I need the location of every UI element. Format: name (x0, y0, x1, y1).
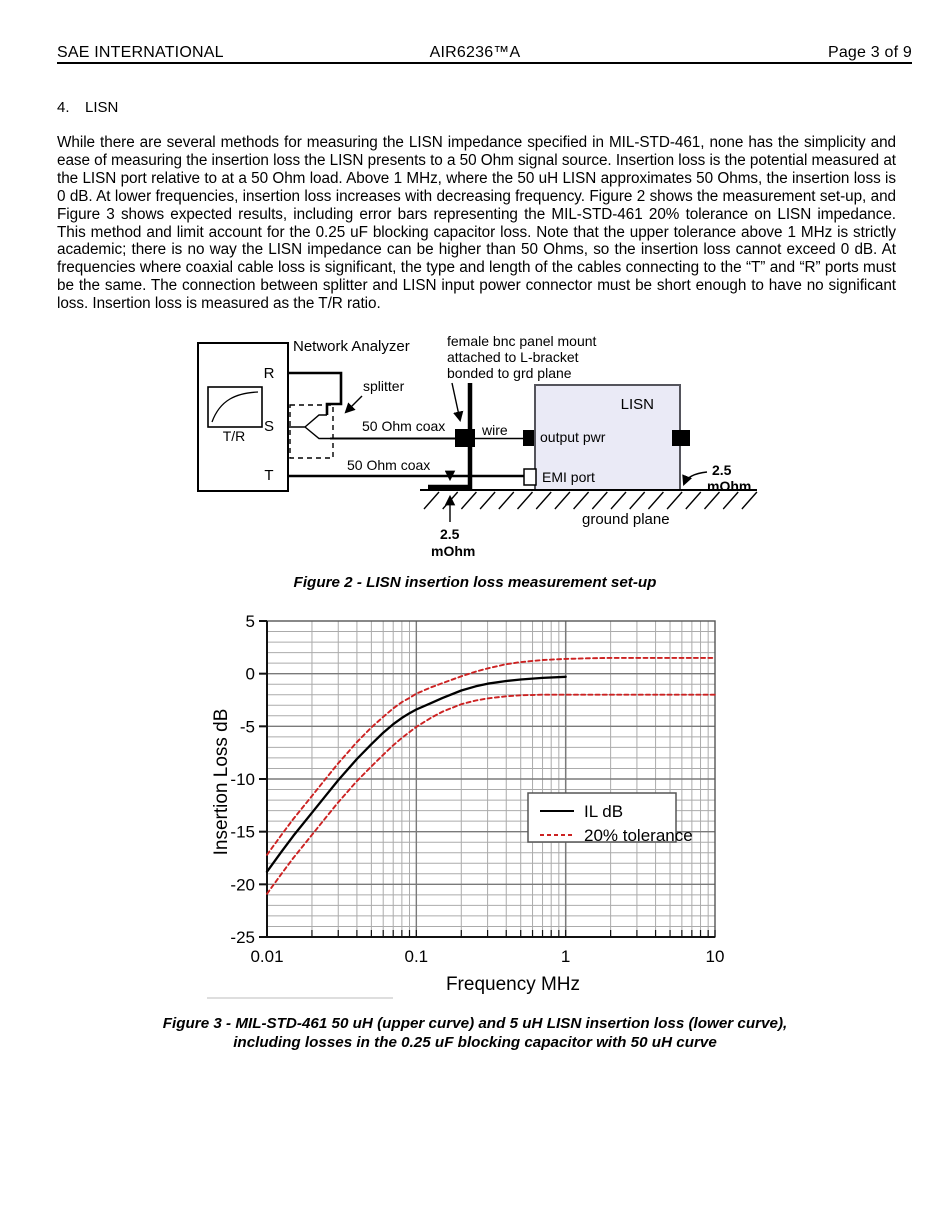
chart-curves (265, 656, 716, 895)
x-axis-title: Frequency MHz (446, 974, 580, 995)
header-organization: SAE INTERNATIONAL (57, 44, 224, 61)
tr-display (207, 386, 263, 428)
x-tick-label: 0.01 (250, 947, 283, 966)
y-tick-label: -5 (240, 717, 255, 736)
port-t-label: T (264, 467, 273, 484)
figure3-caption-line1: Figure 3 - MIL-STD-461 50 uH (upper curv… (162, 1015, 788, 1032)
coax-upper-label: 50 Ohm coax (362, 418, 445, 434)
x-tick-label: 0.1 (405, 947, 429, 966)
x-tick-label: 1 (561, 947, 570, 966)
mohm-bottom-unit: mOhm (431, 543, 475, 559)
lisn-box (534, 384, 681, 491)
y-tick-label: -15 (230, 823, 255, 842)
emi-port-connector (523, 468, 537, 486)
mohm-bottom-value: 2.5 (440, 526, 460, 542)
bnc-note-line1: female bnc panel mount (447, 333, 597, 349)
grid-major-lines (267, 621, 715, 937)
y-tick-label: -20 (230, 875, 255, 894)
section-title: LISN (85, 99, 119, 116)
chart-legend: IL dB 20% tolerance (527, 792, 693, 845)
tr-display-trace (211, 391, 259, 423)
series-20-tolerance-lower (266, 693, 716, 895)
body-paragraph: While there are several methods for meas… (57, 134, 896, 313)
mohm-right-unit: mOhm (707, 478, 751, 494)
wire-label: wire (481, 422, 508, 438)
splitter-arrow (344, 395, 363, 414)
network-analyzer-label: Network Analyzer (293, 338, 410, 355)
r-cable (288, 371, 343, 415)
ground-hatching (423, 491, 758, 510)
section-number: 4. (57, 99, 70, 116)
y-axis-title: Insertion Loss dB (211, 709, 232, 856)
figure3-caption-line2: including losses in the 0.25 uF blocking… (233, 1033, 717, 1051)
coax-lower-label: 50 Ohm coax (347, 457, 430, 473)
lisn-input-connector (523, 430, 536, 446)
port-s-label: S (264, 418, 274, 435)
legend-label-tolerance: 20% tolerance (584, 826, 693, 845)
figure3-caption: Figure 3 - MIL-STD-461 50 uH (upper curv… (0, 1015, 950, 1052)
splitter-fork (288, 414, 332, 440)
lisn-right-connector (672, 430, 690, 446)
bnc-note-line2: attached to L-bracket (447, 349, 579, 365)
legend-label-il: IL dB (584, 802, 623, 821)
port-r-label: R (264, 365, 275, 382)
output-pwr-label: output pwr (540, 429, 606, 445)
mohm-right-arrow (682, 471, 708, 486)
axis-tick-labels: 5 0 -5 -10 -15 -20 -250.01 0.1 1 10 (230, 612, 724, 966)
header-page-number: Page 3 of 9 (827, 44, 912, 61)
header-rule (57, 62, 912, 64)
section-heading: 4. LISN (57, 99, 118, 116)
legend-box (527, 792, 677, 843)
y-tick-label: -25 (230, 928, 255, 947)
axis-ticks (259, 620, 716, 938)
lisn-label: LISN (621, 396, 654, 413)
bnc-note-arrow (451, 382, 464, 423)
mohm-right-value: 2.5 (712, 462, 732, 478)
y-tick-label: -10 (230, 770, 255, 789)
figure2-diagram: Network Analyzer T/R R S T splitter 50 O… (197, 333, 758, 559)
emi-port-label: EMI port (542, 469, 595, 485)
tr-label: T/R (223, 428, 246, 444)
bnc-note-line3: bonded to grd plane (447, 365, 572, 381)
splitter-dashed-box (289, 404, 334, 459)
series-20-tolerance-upper (266, 656, 716, 856)
splitter-label: splitter (363, 378, 405, 394)
x-tick-label: 10 (706, 947, 725, 966)
header-document-id: AIR6236™A (429, 44, 521, 61)
figure3-chart: 5 0 -5 -10 -15 -20 -250.01 0.1 1 10 Insertion Los… (207, 612, 724, 999)
series-il-db (265, 675, 567, 873)
figure2-caption: Figure 2 - LISN insertion loss measureme… (293, 574, 657, 591)
y-tick-label: 5 (246, 612, 255, 631)
y-tick-label: 0 (246, 665, 255, 684)
ground-plane-label: ground plane (582, 511, 670, 528)
